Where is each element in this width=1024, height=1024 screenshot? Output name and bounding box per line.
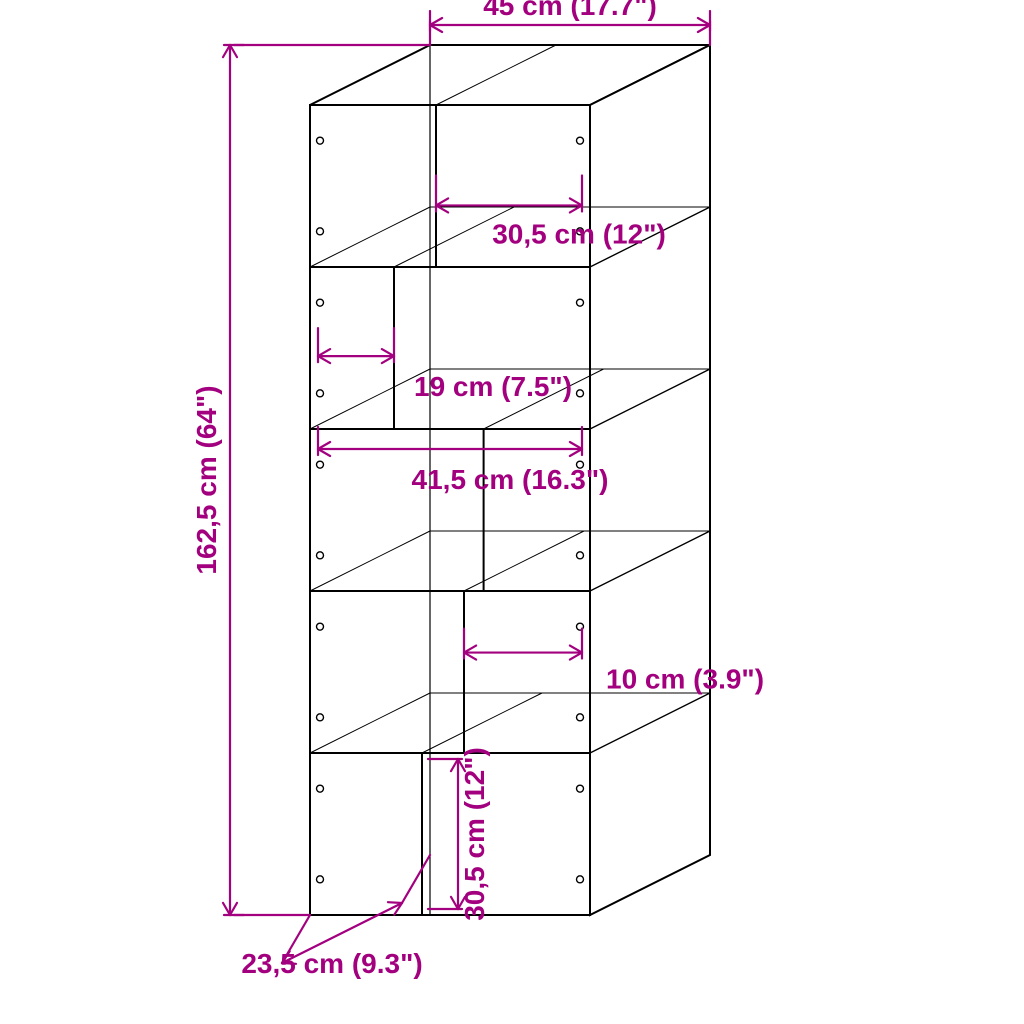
dim-top-width: 45 cm (17.7") <box>483 0 657 21</box>
dim-inner-41-5: 41,5 cm (16.3") <box>412 464 609 495</box>
dim-inner-30-5-top: 30,5 cm (12") <box>492 218 666 249</box>
dim-inner-10: 10 cm (3.9") <box>606 664 764 695</box>
dim-inner-19: 19 cm (7.5") <box>414 371 572 402</box>
dim-inner-30-5-height: 30,5 cm (12") <box>459 747 490 921</box>
dim-height: 162,5 cm (64") <box>191 385 222 574</box>
dim-depth: 23,5 cm (9.3") <box>241 948 422 979</box>
